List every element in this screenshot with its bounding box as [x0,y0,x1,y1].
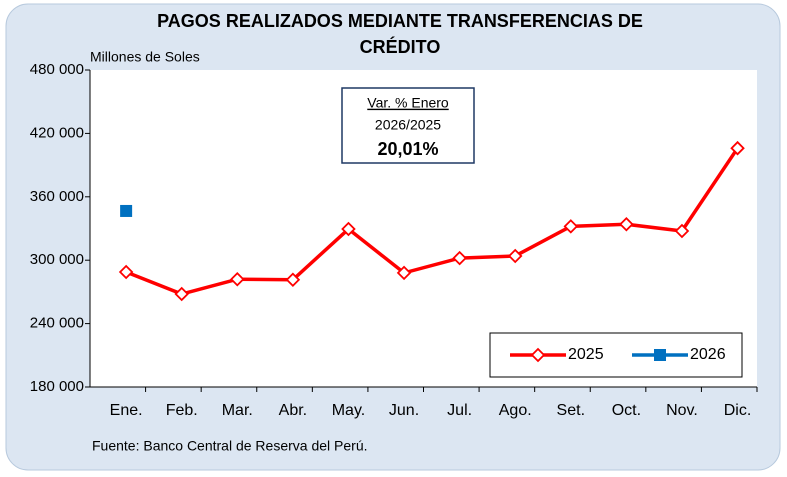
legend-label: 2025 [568,346,604,363]
x-tick-label: Set. [557,402,585,419]
x-tick-label: Dic. [724,402,752,419]
x-tick-label: Abr. [279,402,307,419]
point [120,204,133,217]
point [619,217,634,232]
annotation-value: 20,01% [377,139,438,159]
y-tick-label: 480 000 [30,61,84,78]
legend-marker [654,349,666,361]
x-tick-label: May. [332,402,365,419]
x-tick-label: Ene. [110,402,143,419]
point [507,248,523,264]
point [118,264,134,280]
point [730,140,745,156]
legend-label: 2026 [690,346,726,363]
x-tick-label: Mar. [222,402,253,419]
point [341,221,356,237]
point [230,271,245,287]
x-tick-label: Ago. [499,402,532,419]
x-tick-label: Jul. [447,402,472,419]
x-tick-label: Oct. [612,402,641,419]
y-axis-label: Millones de Soles [90,49,200,65]
y-tick-label: 300 000 [30,251,84,268]
point [452,250,467,266]
line [125,147,739,296]
y-tick-label: 240 000 [30,315,84,332]
y-tick-label: 420 000 [30,124,84,141]
legend-marker [530,347,546,363]
annotation-text: 2026/2025 [375,117,441,133]
source: Fuente: Banco Central de Reserva del Per… [92,438,368,454]
x-tick-label: Jun. [389,402,419,419]
point [563,219,579,234]
point [396,265,412,281]
point [674,223,690,239]
annotation-text: Var. % Enero [367,95,449,111]
annotation-box [341,87,475,164]
y-tick-label: 360 000 [30,188,84,205]
y-tick-label: 180 000 [30,378,84,395]
chart-title: PAGOS REALIZADOS MEDIANTE TRANSFERENCIAS… [157,11,643,57]
x-tick-label: Nov. [666,402,698,419]
point [285,272,301,288]
point [174,286,189,302]
x-tick-label: Feb. [166,402,198,419]
